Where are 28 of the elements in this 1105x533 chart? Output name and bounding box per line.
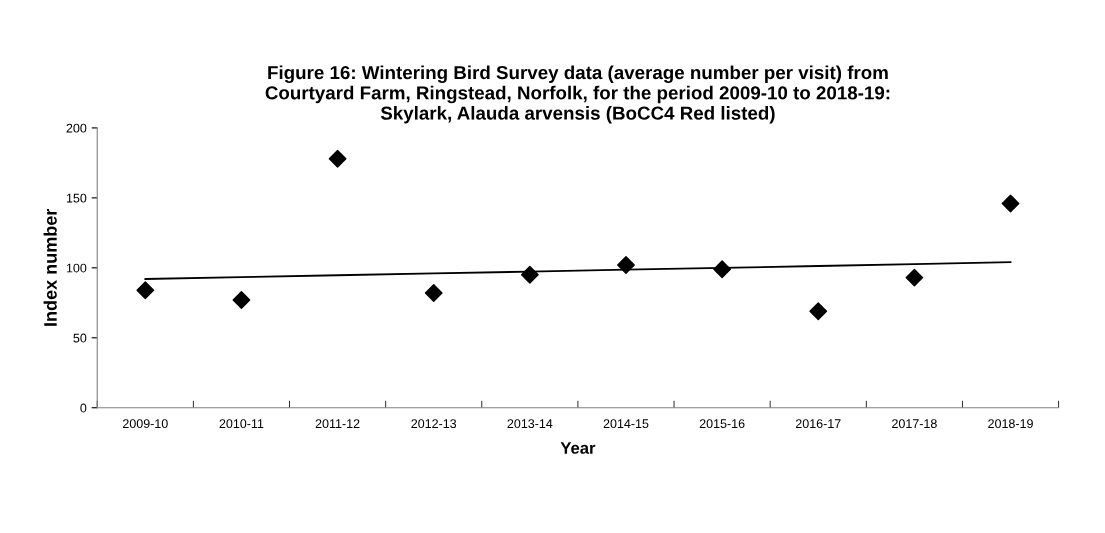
- x-tick-label: 2012-13: [411, 419, 457, 429]
- chart-title: Figure 16: Wintering Bird Survey data (average number per visit) from Courtyard Farm, Ringstead, Norfolk, for the period 2009-10 to 2018-19: Skylark, Alauda arvensis (BoCC4 Red listed): [265, 65, 890, 124]
- y-axis-title: Index number: [43, 208, 57, 326]
- x-tick-label: 2015-16: [699, 419, 745, 429]
- y-tick-label: 0: [80, 403, 87, 413]
- x-tick-label: 2013-14: [507, 419, 553, 429]
- point: [424, 284, 443, 302]
- x-axis-title: Year: [560, 442, 596, 454]
- x-tick-label: 2011-12: [315, 419, 360, 429]
- point: [809, 302, 828, 321]
- x-tick-label: 2009-10: [123, 419, 168, 429]
- y-tick-label: 200: [66, 123, 87, 133]
- point: [328, 149, 347, 168]
- y-tick-label: 100: [66, 263, 87, 273]
- point: [713, 260, 732, 279]
- point: [617, 256, 635, 274]
- point: [905, 268, 924, 287]
- y-tick-label: 50: [73, 333, 87, 343]
- y-tick-label: 150: [66, 193, 87, 203]
- x-tick-label: 2014-15: [603, 419, 649, 429]
- point: [1001, 194, 1020, 213]
- x-tick-label: 2017-18: [892, 419, 937, 429]
- x-tick-label: 2016-17: [795, 419, 841, 429]
- x-tick-label: 2010-11: [219, 419, 264, 429]
- x-tick-label: 2018-19: [988, 419, 1033, 429]
- point: [520, 265, 539, 284]
- point: [232, 291, 251, 309]
- point: [136, 281, 155, 300]
